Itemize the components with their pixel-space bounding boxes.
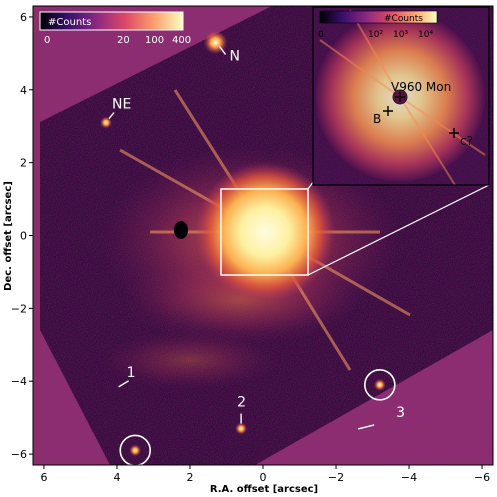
colorbar-label: #Counts xyxy=(48,17,91,28)
zoom-line xyxy=(307,184,490,276)
c-marker xyxy=(449,128,459,138)
inset-colorbar-tick: 10⁴ xyxy=(418,30,433,40)
source-label: 3 xyxy=(396,405,405,421)
source-circle xyxy=(364,369,396,401)
point-source xyxy=(100,116,113,129)
source-pointer xyxy=(108,112,115,120)
inset-panel: #Counts 0 10² 10³ 10⁴ V960 Mon B c? xyxy=(312,6,490,186)
point-source xyxy=(235,422,248,435)
x-tick-label: −6 xyxy=(474,471,490,484)
inset-label-c: c? xyxy=(460,134,473,148)
colorbar: #Counts 0 20 100 400 xyxy=(39,11,191,46)
source-pointer xyxy=(118,380,129,388)
inset-colorbar-gradient xyxy=(319,10,438,24)
source-circle xyxy=(119,434,152,465)
x-axis-label: R.A. offset [arcsec] xyxy=(210,484,318,495)
central-star xyxy=(195,162,335,302)
colorbar-gradient xyxy=(39,11,184,31)
inset-colorbar-label: #Counts xyxy=(384,14,423,24)
x-tick-label: −2 xyxy=(328,471,344,484)
inset-frame xyxy=(312,6,490,186)
y-tick-label: 2 xyxy=(20,157,27,170)
dark-spot xyxy=(174,221,188,239)
point-source xyxy=(129,444,142,457)
x-tick-label: 0 xyxy=(260,471,267,484)
y-tick-label: 6 xyxy=(20,11,27,24)
point-sources: N NE 1 2 3 xyxy=(100,30,405,465)
colorbar-tick: 20 xyxy=(117,35,130,46)
zoom-box xyxy=(220,188,309,276)
inset-label-b: B xyxy=(373,112,381,126)
point-source xyxy=(203,30,228,55)
colorbar-tick: 0 xyxy=(44,35,50,46)
source-label: 2 xyxy=(237,395,246,411)
inset-colorbar-tick: 0 xyxy=(318,30,324,40)
inset-colorbar-tick: 10³ xyxy=(393,30,408,40)
source-pointer xyxy=(218,46,227,55)
point-source xyxy=(373,378,386,391)
colorbar-tick: 100 xyxy=(145,35,164,46)
x-tick-label: 4 xyxy=(113,471,120,484)
y-axis-label: Dec. offset [arcsec] xyxy=(3,181,14,291)
y-tick-label: 4 xyxy=(20,84,27,97)
inset-colorbar-tick: 10² xyxy=(368,30,383,40)
y-tick-label: −2 xyxy=(11,302,27,315)
y-tick-label: −6 xyxy=(11,448,27,461)
y-tick-label: −4 xyxy=(11,375,27,388)
inset-label-v960: V960 Mon xyxy=(391,80,451,94)
source-label: N xyxy=(230,48,240,64)
source-pointer xyxy=(358,424,375,430)
colorbar-tick: 400 xyxy=(172,35,191,46)
x-tick-label: 6 xyxy=(40,471,47,484)
star-marker xyxy=(395,92,405,102)
y-tick-label: 0 xyxy=(20,230,27,243)
source-label: 1 xyxy=(127,365,136,381)
b-marker xyxy=(383,106,393,116)
source-label: NE xyxy=(112,97,131,113)
x-tick-label: −4 xyxy=(401,471,417,484)
x-tick-label: 2 xyxy=(186,471,193,484)
